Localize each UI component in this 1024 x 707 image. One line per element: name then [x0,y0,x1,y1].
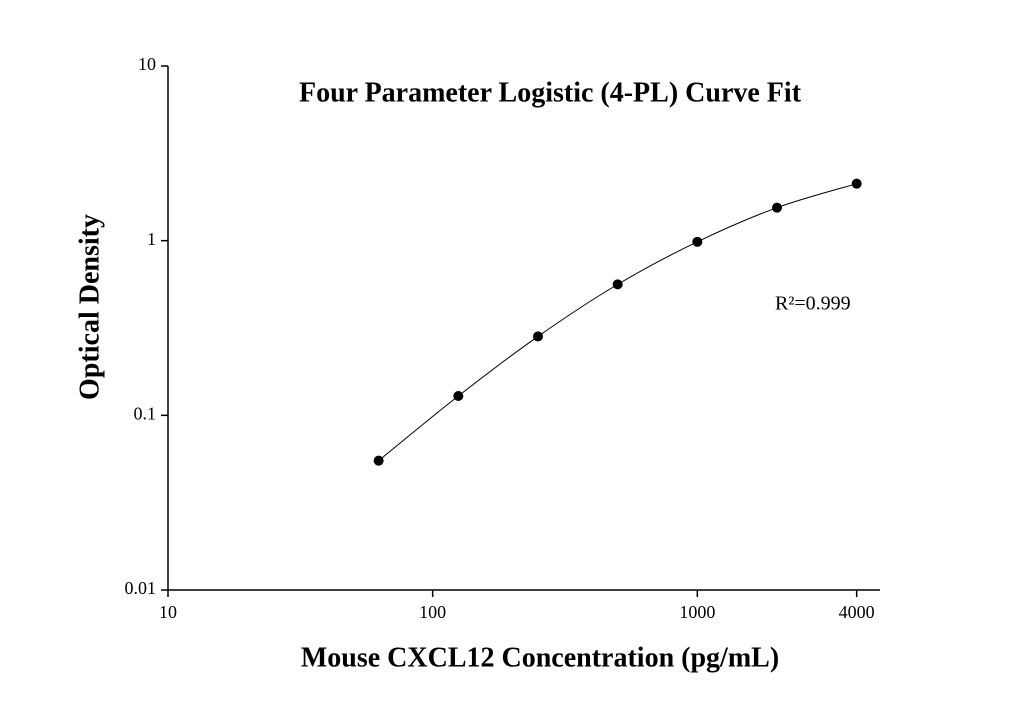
y-tick-label: 0.01 [125,578,157,598]
chart-title: Four Parameter Logistic (4-PL) Curve Fit [299,77,802,108]
x-tick-label: 100 [419,602,446,622]
annotation: R²=0.999 [775,293,851,315]
x-tick-label: 4000 [839,602,875,622]
data-point [692,236,703,247]
x-axis-label: Mouse CXCL12 Concentration (pg/mL) [301,642,779,673]
data-point [373,455,384,466]
data-point [851,178,862,189]
data-point [772,202,783,213]
y-tick-label: 0.1 [134,403,157,423]
data-point [612,279,623,290]
fit-curve [378,183,857,462]
y-tick-label: 10 [138,54,156,74]
y-axis-label: Optical Density [74,214,105,400]
y-tick-label: 1 [147,229,156,249]
data-point [532,331,543,342]
x-tick-label: 10 [159,602,177,622]
x-tick-label: 1000 [679,602,715,622]
data-point [453,391,464,402]
